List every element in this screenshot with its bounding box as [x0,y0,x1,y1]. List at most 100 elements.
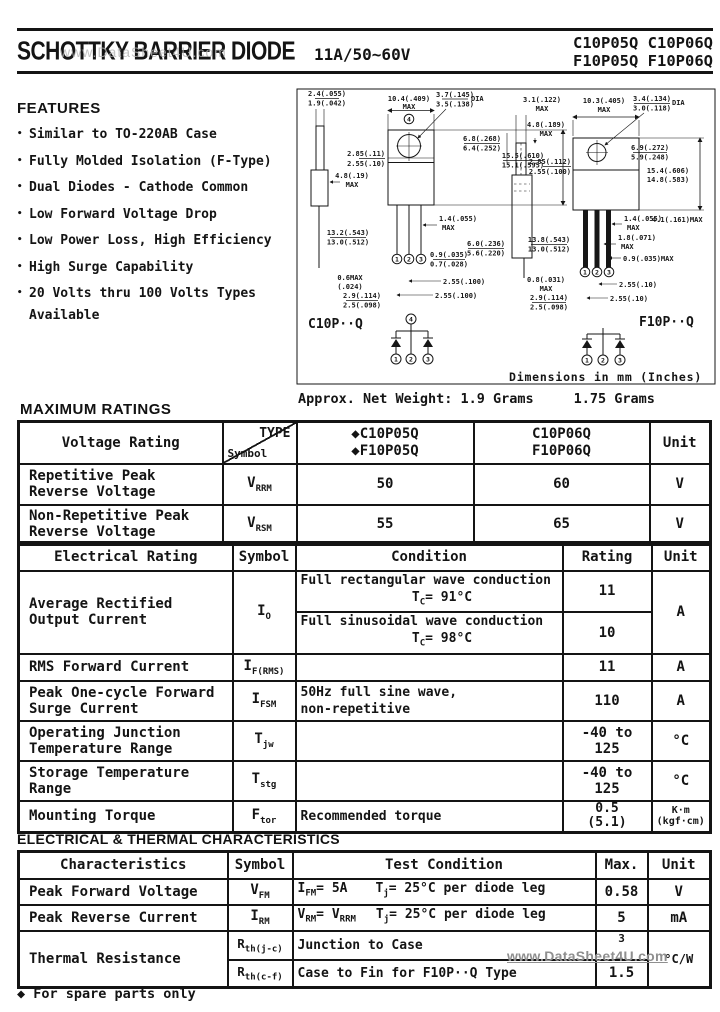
cell-unit: A [650,569,712,655]
dim-label: MAX [621,243,634,251]
cell-symbol: VRSM [221,503,298,546]
condition-line: non-repetitive [300,701,411,717]
dim-label: 1.9(.042) [308,100,346,108]
diode-symbol [582,340,592,348]
dim-label: 4.8(.189) [527,121,565,129]
dim-label: 0.9(.035) [430,251,468,259]
cell-value: 50 [295,462,475,506]
pin-label: 3 [607,269,611,277]
pin-label: 1 [395,256,399,264]
dim-label: 10.4(.409) [388,95,430,103]
dim-label: 0.7(.028) [430,261,468,269]
dim-label: 2.85(.11) [347,150,385,158]
cell-row-label: Storage Temperature Range [17,759,234,802]
pin-label: 2 [409,356,413,364]
dim-label: 2.5(.098) [343,302,381,310]
dim-label: 13.0(.512) [528,246,570,254]
cell-unit: °C/W [646,929,712,989]
feature-item: • 20 Volts thru 100 Volts Types [17,286,287,301]
label-line: Temperature Range [29,740,173,757]
bullet-icon: • [17,129,23,139]
dim-label: 0.8(.031) [527,276,565,284]
c10p-package-label: C10P··Q [308,317,363,332]
dim-label: MAX [403,103,416,111]
label-line: Non-Repetitive Peak [29,508,190,525]
cell-value: 5 [594,903,649,932]
cell-unit: V [646,877,712,906]
diode-symbol [615,340,625,348]
condition-part: VRM= VRRM [297,907,356,925]
pin-label: 1 [583,269,587,277]
unit-line: K·m [671,805,690,817]
dim-label: DIA [672,99,685,107]
value-text: 3 [618,932,625,945]
cell-row-label: Mounting Torque [17,799,234,834]
feature-text: Low Forward Voltage Drop [29,206,217,222]
cell-symbol: Rth(j-c) [226,929,294,961]
dim-label: MAX [540,130,553,138]
cell-row-label: Peak Reverse Current [17,903,229,932]
pin-label: 2 [407,256,411,264]
cell-header: Electrical Rating [17,541,234,572]
part-numbers-line2: F10P05Q F10P06Q [573,52,713,70]
dim-label: MAX [598,106,611,114]
cell-unit: A [650,679,712,722]
cell-value: -40 to 125 [561,719,653,762]
dim-label: 15.4(.606) [647,167,689,175]
dim-label: 10.3(.405) [583,97,625,105]
dim-label: 1.4(.055) [624,215,662,223]
condition-part: IFM= 5A [297,881,348,899]
feature-item: • Fully Molded Isolation (F-Type) [17,154,287,169]
dim-label: 0.6MAX [337,274,363,282]
cell-voltage-rating-header: Voltage Rating [17,420,224,465]
dim-label: 3.5(.138) [436,101,474,109]
cell-condition [294,759,564,802]
dim-label: 13.8(.543) [528,236,570,244]
pin-label: 1 [585,357,589,365]
cell-unit: K·m (kgf·cm) [650,799,712,834]
bullet-icon: • [17,155,23,166]
dim-label: 1.4(.055) [439,215,477,223]
condition-part: Tj= 25°C per diode leg [375,907,546,925]
lead [583,210,588,270]
bullet-icon: • [17,235,23,245]
voltage-ratings-table: Voltage Rating TYPE Symbol ◆C10P05Q ◆F10… [17,420,712,546]
cell-header: Unit [650,541,712,572]
cell-header: Symbol [231,541,297,572]
lead [606,210,611,270]
diagonal-divider [223,423,296,463]
package-outline-drawing: 4 1 2 3 10.4(.409) MAX 2.4(.055) 1.9(.04… [296,88,716,385]
header-watermark: www.DataSheet4U.com [60,44,227,60]
cell-header: Test Condition [291,850,597,880]
dim-label: 5.6(.220) [467,250,505,258]
condition-line: 50Hz full sine wave, [300,684,458,700]
label-line: Operating Junction [29,724,181,741]
net-weight-line: Approx. Net Weight: 1.9 Grams 1.75 Grams [298,391,655,407]
condition-line: TC= 91°C [411,589,473,608]
cell-value: 0.58 [594,877,649,906]
cell-condition [294,719,564,762]
dim-label: 3.7(.145) [436,91,474,99]
label-line: Reverse Voltage [29,524,156,541]
dim-label: 2.55(.10) [619,281,657,289]
cell-value: 110 [561,679,653,722]
bullet-icon: • [17,288,23,298]
feature-text: Similar to TO-220AB Case [29,127,217,142]
bullet-icon: • [17,208,23,219]
diode-symbol [423,339,433,347]
pin3-marker [415,253,427,265]
cell-row-label: Non-Repetitive Peak Reverse Voltage [17,503,224,546]
dim-label: 2.55(.100) [529,168,571,176]
dim-label: 2.55(.100) [435,292,477,300]
dim-label: 0.9(.035)MAX [623,255,674,263]
label-line: Surge Current [29,700,139,717]
dim-label: 2.55(.10) [347,160,385,168]
cell-header: Symbol [226,850,294,880]
cell-condition: IFM= 5A Tj= 25°C per diode leg [291,877,597,906]
cell-row-label: Peak Forward Voltage [17,877,229,906]
feature-item: • Low Power Loss, High Efficiency [17,233,287,248]
cell-header: Rating [561,541,653,572]
c10p-dimensions: 10.4(.409) MAX 2.4(.055) 1.9(.042) 3.7(.… [308,90,567,310]
cell-unit-header: Unit [648,420,712,465]
